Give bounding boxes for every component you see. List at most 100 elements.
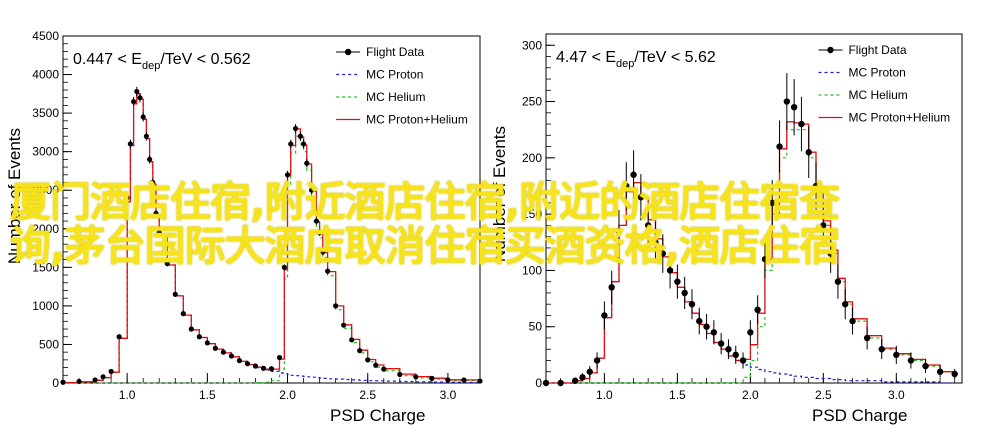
x-tick-label: 3.0 (440, 388, 457, 402)
flight-data-point (140, 114, 146, 120)
flight-data-point (130, 98, 137, 105)
overlay-caption-line-2: 询,茅台国际大酒店取消住宿买酒资格,酒店住宿 (10, 222, 840, 270)
flight-data-point (108, 368, 114, 375)
plot-frame (62, 35, 481, 384)
flight-data-point (644, 222, 652, 229)
flight-data-point (100, 374, 106, 380)
x-tick-label: 1.5 (199, 388, 216, 402)
flight-data-point (907, 357, 915, 364)
flight-data-point (397, 371, 403, 378)
flight-data-point (739, 357, 747, 364)
legend-marker-flight-data (827, 46, 834, 54)
flight-data-point (542, 379, 550, 387)
flight-data-point (276, 354, 283, 361)
flight-data-point (445, 377, 451, 383)
flight-data-point (164, 260, 170, 267)
right-chart-panel: 0 50 100 150 200 250 300 1.0 1.5 2.0 2.5 3.0 PSD Cha… (490, 33, 963, 425)
flight-data-point (820, 222, 827, 229)
legend-label: MC Proton+Helium (848, 111, 950, 125)
flight-data-point (236, 358, 243, 364)
flight-data-point (268, 366, 275, 372)
flight-data-point (586, 368, 593, 375)
flight-data-point (557, 379, 564, 387)
flight-data-point (849, 317, 856, 325)
flight-data-point (357, 348, 363, 354)
y-tick-label: 3000 (32, 145, 59, 159)
flight-data-point (228, 353, 235, 359)
flight-data-point (252, 363, 259, 369)
flight-data-point (769, 199, 776, 207)
y-tick-label: 200 (522, 151, 542, 165)
flight-data-point (761, 255, 769, 263)
flight-data-point (317, 230, 323, 236)
flight-data-point (601, 312, 608, 319)
y-tick-label: 150 (522, 207, 542, 221)
flight-data-point (615, 227, 623, 235)
flight-data-point (922, 362, 929, 370)
flight-data-point (951, 370, 958, 378)
flight-data-point (308, 187, 315, 193)
y-tick-label: 500 (39, 337, 59, 351)
flight-data-point (134, 88, 140, 95)
flight-data-point (863, 334, 871, 342)
legend-label: Flight Data (848, 43, 906, 57)
flight-data-point (127, 141, 133, 147)
x-tick-label: 2.5 (815, 388, 832, 402)
flight-data-point (659, 250, 666, 257)
flight-data-point (674, 278, 681, 285)
flight-data-point (652, 239, 659, 246)
flight-data-point (153, 210, 159, 216)
flight-data-point (637, 194, 645, 201)
y-tick-label: 300 (522, 38, 542, 52)
flight-data-point (936, 368, 944, 375)
flight-data-point (333, 303, 339, 309)
flight-data-point (60, 379, 66, 385)
y-axis-label: Number of Events (490, 126, 509, 262)
y-tick-label: 2000 (32, 222, 59, 236)
flight-data-point (783, 98, 791, 105)
flight-data-point (244, 361, 251, 367)
legend-label: MC Proton (848, 66, 905, 80)
y-tick-label: 4500 (32, 29, 59, 43)
flight-data-point (196, 334, 202, 340)
mc-helium-line (546, 129, 956, 384)
flight-data-point (220, 349, 226, 355)
mc-helium-line (63, 135, 481, 384)
flight-data-point (747, 329, 754, 336)
y-tick-label: 2500 (32, 183, 59, 197)
x-tick-label: 2.0 (742, 388, 759, 402)
x-axis-label: PSD Charge (812, 406, 907, 425)
flight-data-point (681, 289, 688, 297)
flight-data-point (137, 95, 143, 101)
flight-data-point (188, 326, 194, 332)
legend-label: MC Helium (848, 88, 907, 102)
flight-data-point (805, 149, 812, 156)
flight-data-point (147, 156, 153, 162)
flight-data-point (365, 357, 371, 363)
flight-data-point (260, 365, 267, 371)
y-tick-label: 0 (52, 376, 59, 390)
y-tick-label: 250 (522, 95, 542, 109)
flight-data-point (696, 317, 703, 325)
y-tick-label: 4000 (32, 68, 59, 82)
flight-data-point (381, 366, 387, 372)
flight-data-point (776, 143, 783, 150)
legend-label: MC Proton (366, 68, 423, 82)
flight-data-point (688, 300, 696, 308)
flight-data-point (608, 284, 615, 291)
legend-label: Flight Data (366, 45, 424, 59)
flight-data-point (180, 311, 186, 317)
x-tick-label: 2.0 (279, 388, 296, 402)
flight-data-point (373, 362, 379, 368)
flight-data-point (320, 249, 326, 255)
y-tick-label: 1500 (32, 260, 59, 274)
flight-data-point (429, 375, 435, 381)
overlay-caption-line-1: 厦门酒店住宿,附近酒店住宿,附近的酒店住宿查 (10, 178, 840, 226)
flight-data-point (593, 357, 601, 364)
flight-data-point (150, 179, 156, 186)
flight-data-point (812, 182, 820, 190)
left-chart-panel: 0 500 1000 1500 2000 2500 3000 3500 4000 4500 1.0 1… (5, 29, 483, 425)
x-tick-label: 2.5 (359, 388, 376, 402)
y-tick-label: 50 (529, 320, 543, 334)
